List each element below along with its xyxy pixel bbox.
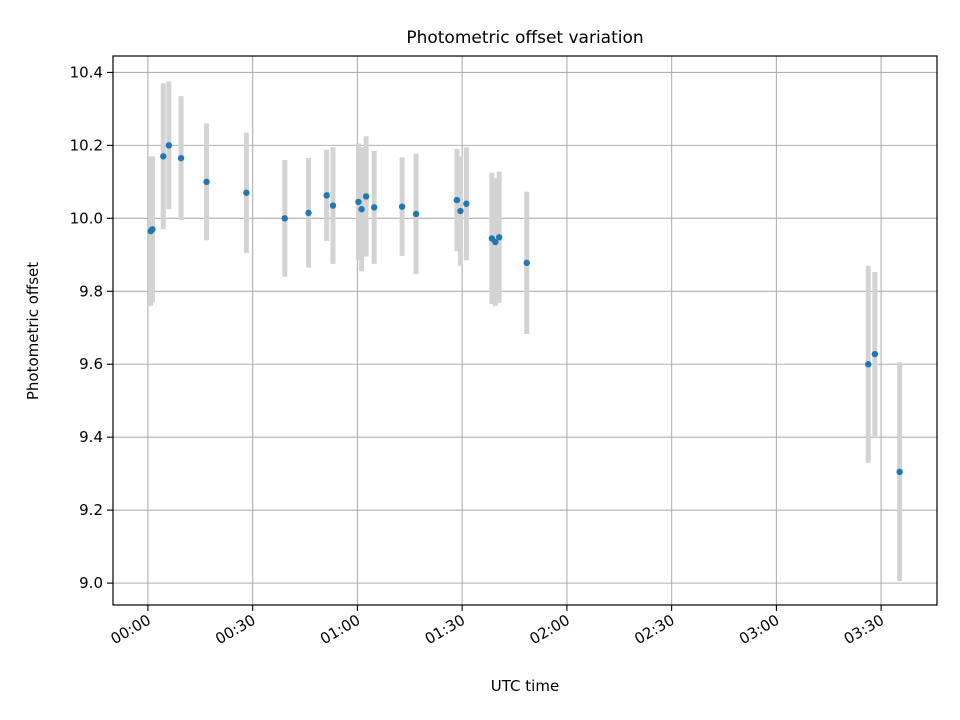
data-point xyxy=(165,142,173,149)
data-point xyxy=(160,153,167,160)
data-point xyxy=(281,215,288,222)
data-point xyxy=(492,238,499,246)
data-point xyxy=(370,204,378,211)
y-tick-label: 9.6 xyxy=(79,355,103,373)
y-tick-label: 10.2 xyxy=(70,136,103,154)
data-point xyxy=(457,207,464,215)
y-axis-label: Photometric offset xyxy=(24,262,42,400)
data-point xyxy=(871,350,879,358)
y-tick-label: 9.2 xyxy=(79,501,103,519)
data-point xyxy=(358,206,365,213)
data-point xyxy=(495,234,503,241)
data-point xyxy=(177,154,185,162)
data-markers xyxy=(147,142,903,476)
data-point xyxy=(243,189,250,196)
y-tick-label: 10.0 xyxy=(70,209,103,227)
data-point xyxy=(896,468,903,476)
data-point xyxy=(865,361,872,368)
data-point xyxy=(463,200,470,207)
y-tick-label: 9.8 xyxy=(79,282,103,300)
data-point xyxy=(355,198,362,206)
data-point xyxy=(412,210,420,218)
data-point xyxy=(305,209,312,217)
data-point xyxy=(362,193,370,200)
data-point xyxy=(149,226,156,233)
y-tick-label: 9.4 xyxy=(79,428,103,446)
plot-frame xyxy=(112,55,938,606)
data-point xyxy=(453,196,461,204)
data-point xyxy=(329,202,337,209)
y-axis-ticks: 9.0 9.2 9.4 9.6 9.8 10.0 10.2 10.4 xyxy=(70,63,113,592)
data-point xyxy=(523,259,530,267)
data-point xyxy=(398,203,406,210)
chart-title: Photometric offset variation xyxy=(406,28,643,48)
y-tick-label: 10.4 xyxy=(70,63,103,81)
y-tick-label: 9.0 xyxy=(79,574,103,592)
x-axis-label: UTC time xyxy=(491,677,559,695)
data-point xyxy=(323,192,330,199)
data-point xyxy=(203,178,210,186)
